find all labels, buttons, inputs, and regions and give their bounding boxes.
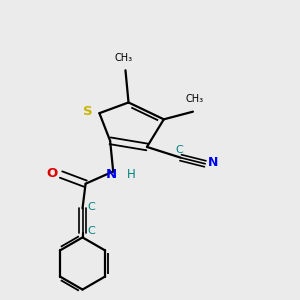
Text: S: S: [83, 105, 92, 118]
Text: CH₃: CH₃: [115, 52, 133, 63]
Text: CH₃: CH₃: [185, 94, 203, 104]
Text: N: N: [208, 156, 218, 169]
Text: N: N: [106, 168, 117, 181]
Text: C: C: [88, 202, 96, 212]
Text: C: C: [88, 226, 96, 236]
Text: C: C: [175, 145, 183, 155]
Text: H: H: [127, 168, 136, 181]
Text: O: O: [47, 167, 58, 179]
